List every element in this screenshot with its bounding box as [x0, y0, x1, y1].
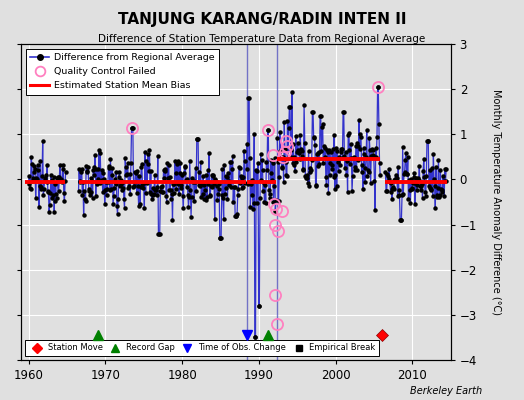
Text: TANJUNG KARANG/RADIN INTEN II: TANJUNG KARANG/RADIN INTEN II: [118, 12, 406, 27]
Y-axis label: Monthly Temperature Anomaly Difference (°C): Monthly Temperature Anomaly Difference (…: [491, 89, 501, 315]
Text: Berkeley Earth: Berkeley Earth: [410, 386, 482, 396]
Text: Difference of Station Temperature Data from Regional Average: Difference of Station Temperature Data f…: [99, 34, 425, 44]
Legend: Station Move, Record Gap, Time of Obs. Change, Empirical Break: Station Move, Record Gap, Time of Obs. C…: [25, 340, 379, 356]
